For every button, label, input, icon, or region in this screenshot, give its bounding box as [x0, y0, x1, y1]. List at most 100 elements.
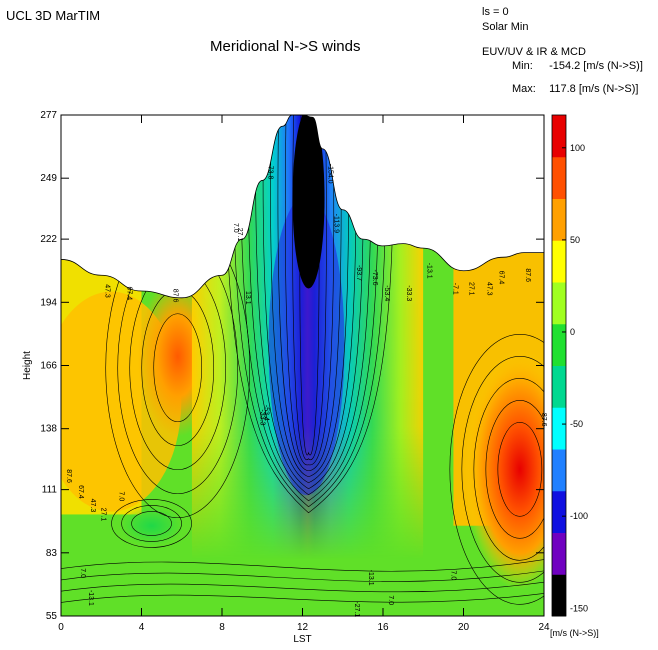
contour-line — [61, 570, 544, 582]
contour-label: 47.3 — [89, 499, 96, 513]
x-tick-label: 8 — [219, 622, 225, 633]
contour-line — [485, 400, 544, 539]
x-tick-label: 24 — [538, 622, 550, 633]
low-green-pocket — [119, 505, 184, 546]
jet-minimum-core — [292, 115, 325, 289]
contour-label: -113.9 — [333, 214, 340, 233]
contour-label: -154.0 — [327, 164, 334, 184]
min-row: Min: -154.2 [m/s (N->S)] — [512, 60, 643, 72]
colorbar-segment — [552, 282, 566, 325]
solar-condition-label: Solar Min — [482, 21, 529, 33]
contour-label: -33.3 — [405, 285, 412, 301]
contour-label: -73.8 — [266, 163, 273, 179]
contour-label: 87.6 — [540, 413, 547, 427]
contour-label: 27.1 — [236, 228, 243, 242]
y-tick-label: 55 — [46, 611, 58, 622]
contour-line — [449, 334, 544, 605]
colorbar-segment — [552, 323, 566, 366]
contour-label: 7.0 — [117, 492, 124, 502]
contour-label: 7.0 — [232, 223, 239, 233]
contour-label: 87.6 — [65, 469, 72, 483]
contour-line — [61, 559, 544, 572]
top-boundary-line — [60, 114, 544, 299]
y-tick-label: 111 — [42, 485, 58, 496]
contour-line — [61, 581, 544, 593]
chart-title: Meridional N->S winds — [210, 38, 361, 55]
contour-line — [255, 115, 364, 490]
y-tick-label: 83 — [46, 548, 58, 559]
contour-label: 47.3 — [103, 284, 110, 298]
contour-label: -53.4 — [262, 405, 269, 421]
contour-line — [247, 115, 372, 496]
contour-label: 7.0 — [79, 568, 86, 578]
y-tick-label: 194 — [40, 297, 57, 308]
contour-line — [225, 115, 394, 514]
x-tick-label: 4 — [139, 622, 145, 633]
contour-label: 67.4 — [125, 286, 132, 300]
x-axis-label: LST — [293, 634, 311, 645]
contour-line — [277, 115, 342, 472]
y-tick-label: 166 — [40, 361, 57, 372]
contour-line — [262, 115, 357, 484]
colorbar-segment — [552, 574, 566, 617]
contour-label: -53.4 — [383, 285, 390, 301]
contour-label: 87.6 — [524, 268, 531, 282]
colorbar-tick-label: 100 — [570, 143, 585, 153]
contour-line — [111, 499, 192, 548]
y-axis-label: Height — [22, 351, 33, 380]
contour-line — [270, 115, 349, 478]
contour-label: 87.6 — [172, 289, 179, 303]
contour-line — [461, 356, 544, 583]
contour-label: 67.4 — [77, 485, 84, 499]
season-label: ls = 0 — [482, 6, 509, 18]
colorbar-tick-label: -150 — [570, 603, 588, 613]
contour-label: -13.1 — [367, 570, 374, 586]
max-value: 117.8 [m/s (N->S)] — [549, 83, 639, 95]
app-title: UCL 3D MarTIM — [6, 8, 101, 23]
colorbar-tick-label: 0 — [570, 327, 575, 337]
min-label: Min: — [512, 60, 533, 72]
colorbar-tick-label: -50 — [570, 419, 583, 429]
contour-lines — [61, 115, 544, 605]
contour-label: -13.1 — [425, 263, 432, 279]
contour-label: 7.0 — [449, 571, 456, 581]
contour-label: -33.3 — [258, 409, 265, 425]
colorbar-segment — [552, 407, 566, 450]
contour-label: -13.1 — [87, 590, 94, 606]
y-tick-label: 249 — [40, 173, 57, 184]
contour-label: -7.1 — [451, 283, 458, 295]
x-tick-label: 16 — [377, 622, 389, 633]
contour-label: 67.4 — [498, 271, 505, 285]
contour-label: -93.7 — [355, 265, 362, 281]
right-red-maximum — [464, 349, 544, 590]
x-tick-label: 20 — [458, 622, 470, 633]
contour-label: -27.1 — [353, 601, 360, 617]
contour-line — [131, 511, 172, 536]
contour-line — [232, 115, 387, 508]
colorbar-segment — [552, 449, 566, 492]
jet-core-halo — [268, 195, 345, 496]
colorbar-segment — [552, 198, 566, 241]
colorbar-tick-label: 50 — [570, 235, 580, 245]
model-label: EUV/UV & IR & MCD — [482, 46, 586, 58]
contour-line — [153, 313, 203, 423]
colorbar-segment — [552, 240, 566, 283]
colorbar-frame — [551, 114, 567, 617]
contour-line — [292, 115, 327, 461]
colorbar-segment — [552, 115, 566, 158]
colorbar-segment — [552, 490, 566, 533]
contour-line — [121, 505, 182, 542]
x-tick-label: 0 — [58, 622, 64, 633]
y-tick-label: 138 — [40, 424, 57, 435]
contour-line — [285, 115, 335, 466]
colorbar-segment — [552, 365, 566, 408]
contour-label: 7.0 — [387, 595, 394, 605]
contour-label: -73.6 — [371, 270, 378, 286]
colorbar-segment — [552, 156, 566, 199]
contour-line — [61, 593, 544, 603]
contour-label: 27.1 — [468, 282, 475, 296]
contour-label: 47.3 — [486, 282, 493, 296]
contour-line — [497, 422, 543, 517]
y-tick-label: 277 — [40, 110, 57, 121]
y-tick-label: 222 — [40, 234, 57, 245]
